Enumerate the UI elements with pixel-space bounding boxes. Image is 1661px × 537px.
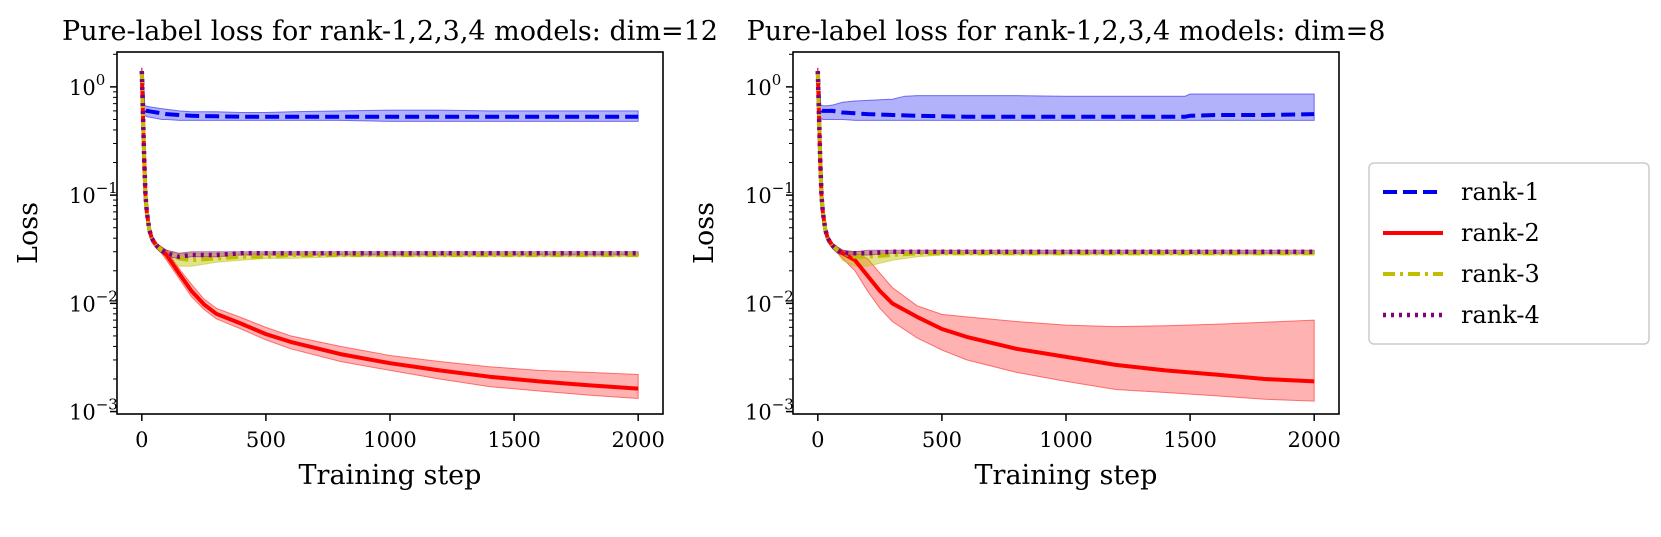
y-axis-label: Loss xyxy=(689,202,720,264)
x-axis-label: Training step xyxy=(975,460,1158,491)
x-tick-label: 2000 xyxy=(611,428,664,452)
x-tick-label: 0 xyxy=(811,428,824,452)
y-tick-label: 10−3 xyxy=(69,396,118,425)
x-tick-label: 1000 xyxy=(363,428,416,452)
x-axis-label: Training step xyxy=(299,460,482,491)
plot-area xyxy=(815,67,1315,402)
legend: rank-1 rank-2 rank-3 rank-4 xyxy=(1368,162,1650,345)
chart-title: Pure-label loss for rank-1,2,3,4 models:… xyxy=(747,16,1386,47)
y-tick-label: 10−1 xyxy=(745,179,794,208)
y-tick-label: 10−2 xyxy=(745,287,794,316)
rank-4-band xyxy=(141,67,639,259)
x-tick-label: 1000 xyxy=(1039,428,1092,452)
y-axis-label: Loss xyxy=(13,202,44,264)
x-tick-label: 1500 xyxy=(1163,428,1216,452)
legend-frame xyxy=(1368,162,1650,345)
plot-area xyxy=(139,67,639,400)
rank-2-legend-label: rank-2 xyxy=(1461,219,1540,247)
rank-3-line xyxy=(815,71,1315,259)
y-tick-label: 100 xyxy=(69,71,105,100)
y-tick-label: 100 xyxy=(745,71,781,100)
y-tick-label: 10−3 xyxy=(745,396,794,425)
panel-1: 0 500 1000 1500 2000 100 10−1 10−2 10−3 Pure-labe… xyxy=(13,16,718,491)
rank-1-legend-label: rank-1 xyxy=(1461,178,1540,206)
chart-title: Pure-label loss for rank-1,2,3,4 models:… xyxy=(62,16,718,47)
x-tick-label: 500 xyxy=(246,428,286,452)
rank-3-legend-label: rank-3 xyxy=(1461,260,1540,288)
rank-3-band xyxy=(141,67,639,267)
rank-1-line xyxy=(815,71,1315,119)
rank-1-line xyxy=(139,71,639,119)
y-tick-label: 10−1 xyxy=(69,179,118,208)
y-tick-label: 10−2 xyxy=(69,287,118,316)
x-tick-label: 1500 xyxy=(487,428,540,452)
x-tick-label: 0 xyxy=(135,428,148,452)
x-tick-label: 500 xyxy=(922,428,962,452)
x-tick-label: 2000 xyxy=(1287,428,1340,452)
rank-1-band xyxy=(141,67,639,122)
panel-2: 0 500 1000 1500 2000 100 10−1 10−2 10−3 Pure-labe… xyxy=(689,16,1385,491)
rank-1-band xyxy=(817,67,1315,121)
rank-4-legend-label: rank-4 xyxy=(1461,301,1540,329)
rank-3-line xyxy=(139,71,639,263)
rank-4-line xyxy=(139,71,639,259)
